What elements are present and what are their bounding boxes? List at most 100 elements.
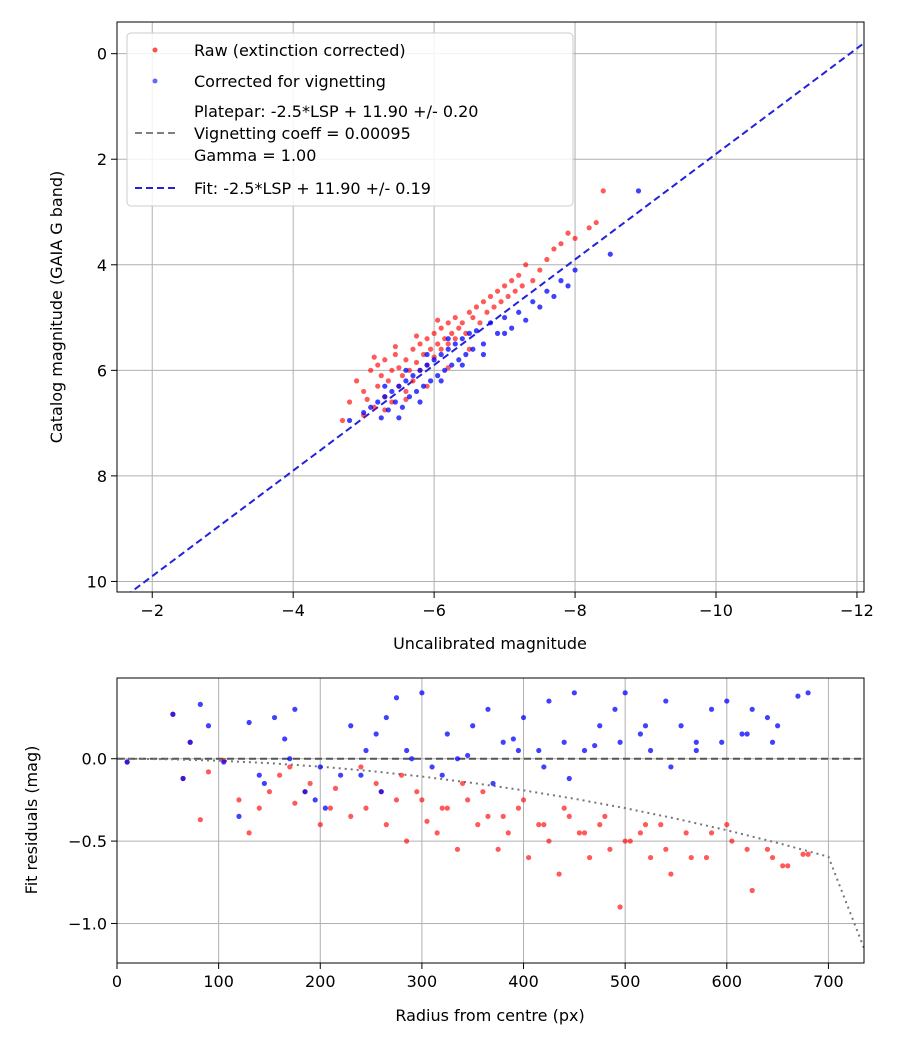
- bottom-point: [363, 747, 369, 754]
- top-point: [509, 325, 515, 331]
- top-point: [399, 404, 406, 410]
- bottom-point: [708, 706, 715, 712]
- bottom-ticks: 0 100 200 300 400 500 600 700 0.0 −0.5 −1.0: [68, 750, 844, 991]
- top-point: [361, 388, 367, 395]
- top-point: [494, 330, 501, 336]
- legend-box: [126, 32, 574, 207]
- bottom-point: [429, 764, 435, 770]
- bottom-point: [419, 690, 425, 696]
- top-point: [392, 399, 398, 405]
- bottom-point: [719, 739, 725, 745]
- top-point: [410, 373, 416, 379]
- top-point: [413, 333, 420, 339]
- top-point: [593, 219, 599, 226]
- bottom-point: [124, 759, 130, 765]
- top-point: [484, 309, 490, 315]
- bottom-point: [454, 756, 461, 762]
- bottom-point: [617, 904, 623, 910]
- top-ytick-label: 10: [87, 572, 107, 591]
- bottom-point: [678, 723, 684, 729]
- bottom-point: [536, 747, 542, 754]
- bottom-point: [658, 822, 664, 828]
- bottom-point: [282, 736, 288, 742]
- top-point: [424, 362, 430, 368]
- bottom-point: [668, 871, 674, 877]
- legend-marker-raw: [152, 47, 158, 53]
- bottom-point: [597, 723, 603, 729]
- bottom-point: [180, 775, 186, 782]
- top-xlabel: Uncalibrated magnitude: [393, 634, 587, 653]
- bottom-point: [444, 805, 450, 811]
- bottom-point: [495, 846, 501, 852]
- top-point: [417, 341, 423, 347]
- top-point: [551, 293, 557, 300]
- bottom-xtick-label: 300: [407, 972, 438, 991]
- bottom-point: [693, 739, 699, 745]
- top-point: [431, 357, 437, 363]
- bottom-point: [187, 739, 193, 745]
- top-point: [396, 415, 402, 421]
- bottom-point: [500, 739, 506, 745]
- bottom-point: [515, 747, 522, 754]
- top-point: [445, 341, 451, 347]
- top-point: [385, 407, 391, 413]
- legend-label-platepar-2: Vignetting coeff = 0.00095: [194, 124, 411, 143]
- bottom-point: [485, 813, 491, 819]
- bottom-point: [302, 789, 308, 795]
- top-point: [354, 378, 360, 384]
- bottom-point: [744, 846, 750, 852]
- bottom-xtick-label: 400: [508, 972, 539, 991]
- bottom-point: [520, 714, 527, 721]
- bottom-point: [663, 846, 669, 852]
- top-point: [477, 320, 483, 326]
- top-ytick-label: 0: [97, 45, 107, 64]
- bottom-point: [749, 887, 755, 894]
- top-point: [427, 378, 434, 384]
- top-ytick-label: 2: [97, 150, 107, 169]
- top-point: [519, 283, 525, 289]
- top-point: [378, 415, 384, 421]
- bottom-point: [348, 813, 354, 819]
- bottom-point: [465, 797, 471, 803]
- top-point: [512, 288, 518, 294]
- top-point: [438, 346, 444, 352]
- bottom-point: [393, 797, 400, 803]
- bottom-point: [663, 698, 669, 704]
- top-point: [600, 188, 606, 194]
- bottom-point: [724, 698, 730, 704]
- top-point: [403, 367, 409, 373]
- bottom-point: [312, 797, 318, 803]
- bottom-point: [744, 731, 750, 737]
- top-point: [403, 378, 409, 384]
- top-xtick-label: −12: [840, 601, 874, 620]
- bottom-xtick-label: 500: [610, 972, 641, 991]
- bottom-point: [724, 822, 730, 828]
- top-point: [487, 320, 494, 326]
- top-point: [452, 314, 458, 321]
- top-point: [456, 357, 462, 363]
- bottom-point: [256, 772, 262, 778]
- bottom-point: [536, 822, 542, 828]
- top-point: [346, 399, 353, 405]
- bottom-point: [647, 854, 654, 861]
- bottom-point: [470, 723, 476, 729]
- bottom-point: [378, 789, 384, 795]
- bottom-point: [622, 838, 628, 844]
- top-point: [382, 394, 388, 400]
- bottom-grid: [116, 678, 864, 963]
- top-point: [456, 325, 462, 331]
- bottom-point: [612, 706, 618, 712]
- top-point: [438, 325, 444, 331]
- legend-label-platepar-1: Platepar: -2.5*LSP + 11.90 +/- 0.20: [194, 102, 478, 121]
- top-point: [413, 359, 420, 366]
- bottom-xtick-label: 600: [712, 972, 743, 991]
- residuals-chart: 0 100 200 300 400 500 600 700 0.0 −0.5 −1.0 Radius…: [22, 677, 865, 1025]
- bottom-point: [261, 780, 267, 787]
- legend-label-corrected: Corrected for vignetting: [194, 72, 386, 91]
- bottom-point: [465, 752, 471, 759]
- bottom-point: [332, 785, 339, 791]
- bottom-point: [317, 764, 323, 770]
- bottom-point: [485, 706, 491, 712]
- top-point: [368, 404, 374, 410]
- top-point: [445, 336, 451, 342]
